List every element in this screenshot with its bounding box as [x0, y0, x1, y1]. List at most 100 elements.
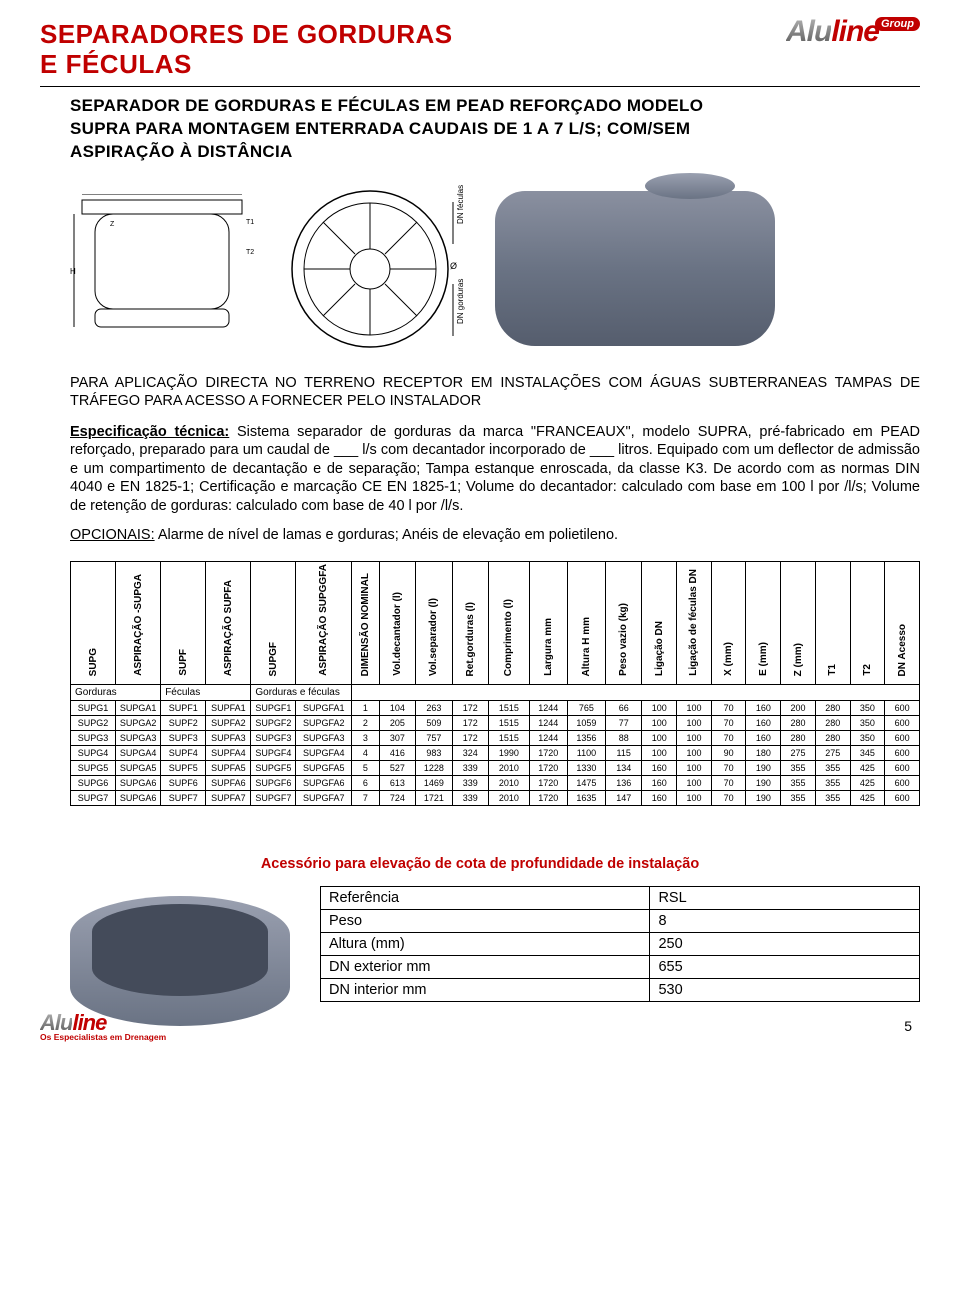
table-header: SUPF — [161, 562, 206, 685]
table-cell: SUPFA4 — [206, 746, 251, 761]
table-cell: SUPGA3 — [116, 731, 161, 746]
table-cell: 355 — [781, 791, 816, 806]
table-cell: SUPF6 — [161, 776, 206, 791]
table-cell: SUPFA6 — [206, 776, 251, 791]
table-cell: SUPF3 — [161, 731, 206, 746]
table-cell: 1721 — [416, 791, 452, 806]
brand-logo-footer: Aluline Os Especialistas em Drenagem — [40, 1010, 166, 1042]
table-group-cell: Gorduras — [71, 685, 161, 701]
table-cell: SUPF4 — [161, 746, 206, 761]
svg-text:T1: T1 — [246, 219, 254, 226]
table-cell: 355 — [781, 761, 816, 776]
table-cell: SUPGA2 — [116, 716, 161, 731]
table-row: SUPG2SUPGA2SUPF2SUPFA2SUPGF2SUPGFA222055… — [71, 716, 920, 731]
table-cell: 275 — [781, 746, 816, 761]
table-group-cell: Gorduras e féculas — [251, 685, 352, 701]
table-cell: SUPGA1 — [116, 701, 161, 716]
table-cell: SUPGF7 — [251, 791, 296, 806]
table-cell: 70 — [711, 716, 746, 731]
table-cell: 70 — [711, 791, 746, 806]
application-paragraph: PARA APLICAÇÃO DIRECTA NO TERRENO RECEPT… — [70, 374, 920, 411]
table-cell: SUPG7 — [71, 791, 116, 806]
table-header: DIMENSÃO NOMINAL — [351, 562, 379, 685]
table-cell: 100 — [677, 716, 712, 731]
table-cell: 3 — [351, 731, 379, 746]
table-cell: 160 — [746, 701, 781, 716]
table-cell: 1475 — [567, 776, 605, 791]
table-header: SUPG — [71, 562, 116, 685]
table-cell: SUPG1 — [71, 701, 116, 716]
table-cell: 613 — [379, 776, 415, 791]
table-cell: 160 — [642, 761, 677, 776]
accessory-row: ReferênciaRSL — [321, 887, 920, 910]
table-cell: 100 — [642, 731, 677, 746]
table-cell: 339 — [452, 761, 488, 776]
table-cell: SUPFA1 — [206, 701, 251, 716]
table-header: Ret.gorduras (l) — [452, 562, 488, 685]
table-group-cell: Féculas — [161, 685, 251, 701]
page-title-line1: SEPARADORES DE GORDURAS — [40, 20, 453, 50]
table-cell: SUPGF2 — [251, 716, 296, 731]
technical-drawing-top: DN féculas DN gorduras Ø — [275, 184, 475, 354]
table-row: SUPG1SUPGA1SUPF1SUPFA1SUPGF1SUPGFA111042… — [71, 701, 920, 716]
table-cell: 324 — [452, 746, 488, 761]
table-cell: SUPFA7 — [206, 791, 251, 806]
table-cell: 160 — [642, 776, 677, 791]
table-cell: 172 — [452, 716, 488, 731]
accessory-cell: 8 — [650, 910, 920, 933]
table-cell: 350 — [850, 716, 885, 731]
table-cell: 1244 — [529, 731, 567, 746]
accessory-table: ReferênciaRSLPeso8Altura (mm)250DN exter… — [320, 886, 920, 1002]
table-cell: 134 — [606, 761, 642, 776]
table-cell: SUPG6 — [71, 776, 116, 791]
table-cell: 350 — [850, 701, 885, 716]
table-cell: SUPG2 — [71, 716, 116, 731]
table-cell: 600 — [885, 746, 920, 761]
table-cell: 509 — [416, 716, 452, 731]
specification-paragraph: Especificação técnica: Sistema separador… — [70, 423, 920, 516]
table-cell: SUPGF5 — [251, 761, 296, 776]
table-header: DN Acesso — [885, 562, 920, 685]
table-cell: 1515 — [488, 701, 529, 716]
table-cell: 100 — [677, 731, 712, 746]
technical-drawing-side: L H Z T1 T2 — [70, 194, 255, 344]
accessory-render-ring — [70, 886, 290, 1026]
table-cell: SUPF5 — [161, 761, 206, 776]
table-header: Vol.separador (l) — [416, 562, 452, 685]
table-cell: 7 — [351, 791, 379, 806]
table-cell: SUPG4 — [71, 746, 116, 761]
table-cell: 280 — [815, 731, 850, 746]
optional-line: OPCIONAIS: Alarme de nível de lamas e go… — [70, 527, 920, 543]
accessory-row: Peso8 — [321, 910, 920, 933]
table-cell: 355 — [815, 761, 850, 776]
table-cell: 2010 — [488, 791, 529, 806]
table-cell: 345 — [850, 746, 885, 761]
svg-text:Ø: Ø — [450, 261, 457, 271]
table-cell: 1356 — [567, 731, 605, 746]
table-cell: SUPGFA4 — [296, 746, 352, 761]
table-cell: 172 — [452, 701, 488, 716]
table-cell: SUPG5 — [71, 761, 116, 776]
table-cell: 1635 — [567, 791, 605, 806]
table-cell: 70 — [711, 776, 746, 791]
table-cell: SUPF1 — [161, 701, 206, 716]
svg-text:T2: T2 — [246, 249, 254, 256]
table-cell: SUPFA5 — [206, 761, 251, 776]
table-cell: 1469 — [416, 776, 452, 791]
dn-gorduras-label: DN gorduras — [456, 278, 465, 323]
accessory-row: Altura (mm)250 — [321, 933, 920, 956]
table-cell: 1990 — [488, 746, 529, 761]
table-cell: 263 — [416, 701, 452, 716]
table-cell: 600 — [885, 791, 920, 806]
table-header: Peso vazio (kg) — [606, 562, 642, 685]
table-cell: SUPGFA7 — [296, 791, 352, 806]
accessory-cell: DN interior mm — [321, 979, 650, 1002]
subtitle-line1: SEPARADOR DE GORDURAS E FÉCULAS EM PEAD … — [70, 95, 920, 118]
table-cell: 1515 — [488, 716, 529, 731]
table-cell: 425 — [850, 776, 885, 791]
table-cell: 115 — [606, 746, 642, 761]
accessory-cell: Altura (mm) — [321, 933, 650, 956]
table-cell: SUPGFA1 — [296, 701, 352, 716]
table-header: Z (mm) — [781, 562, 816, 685]
table-cell: 70 — [711, 701, 746, 716]
